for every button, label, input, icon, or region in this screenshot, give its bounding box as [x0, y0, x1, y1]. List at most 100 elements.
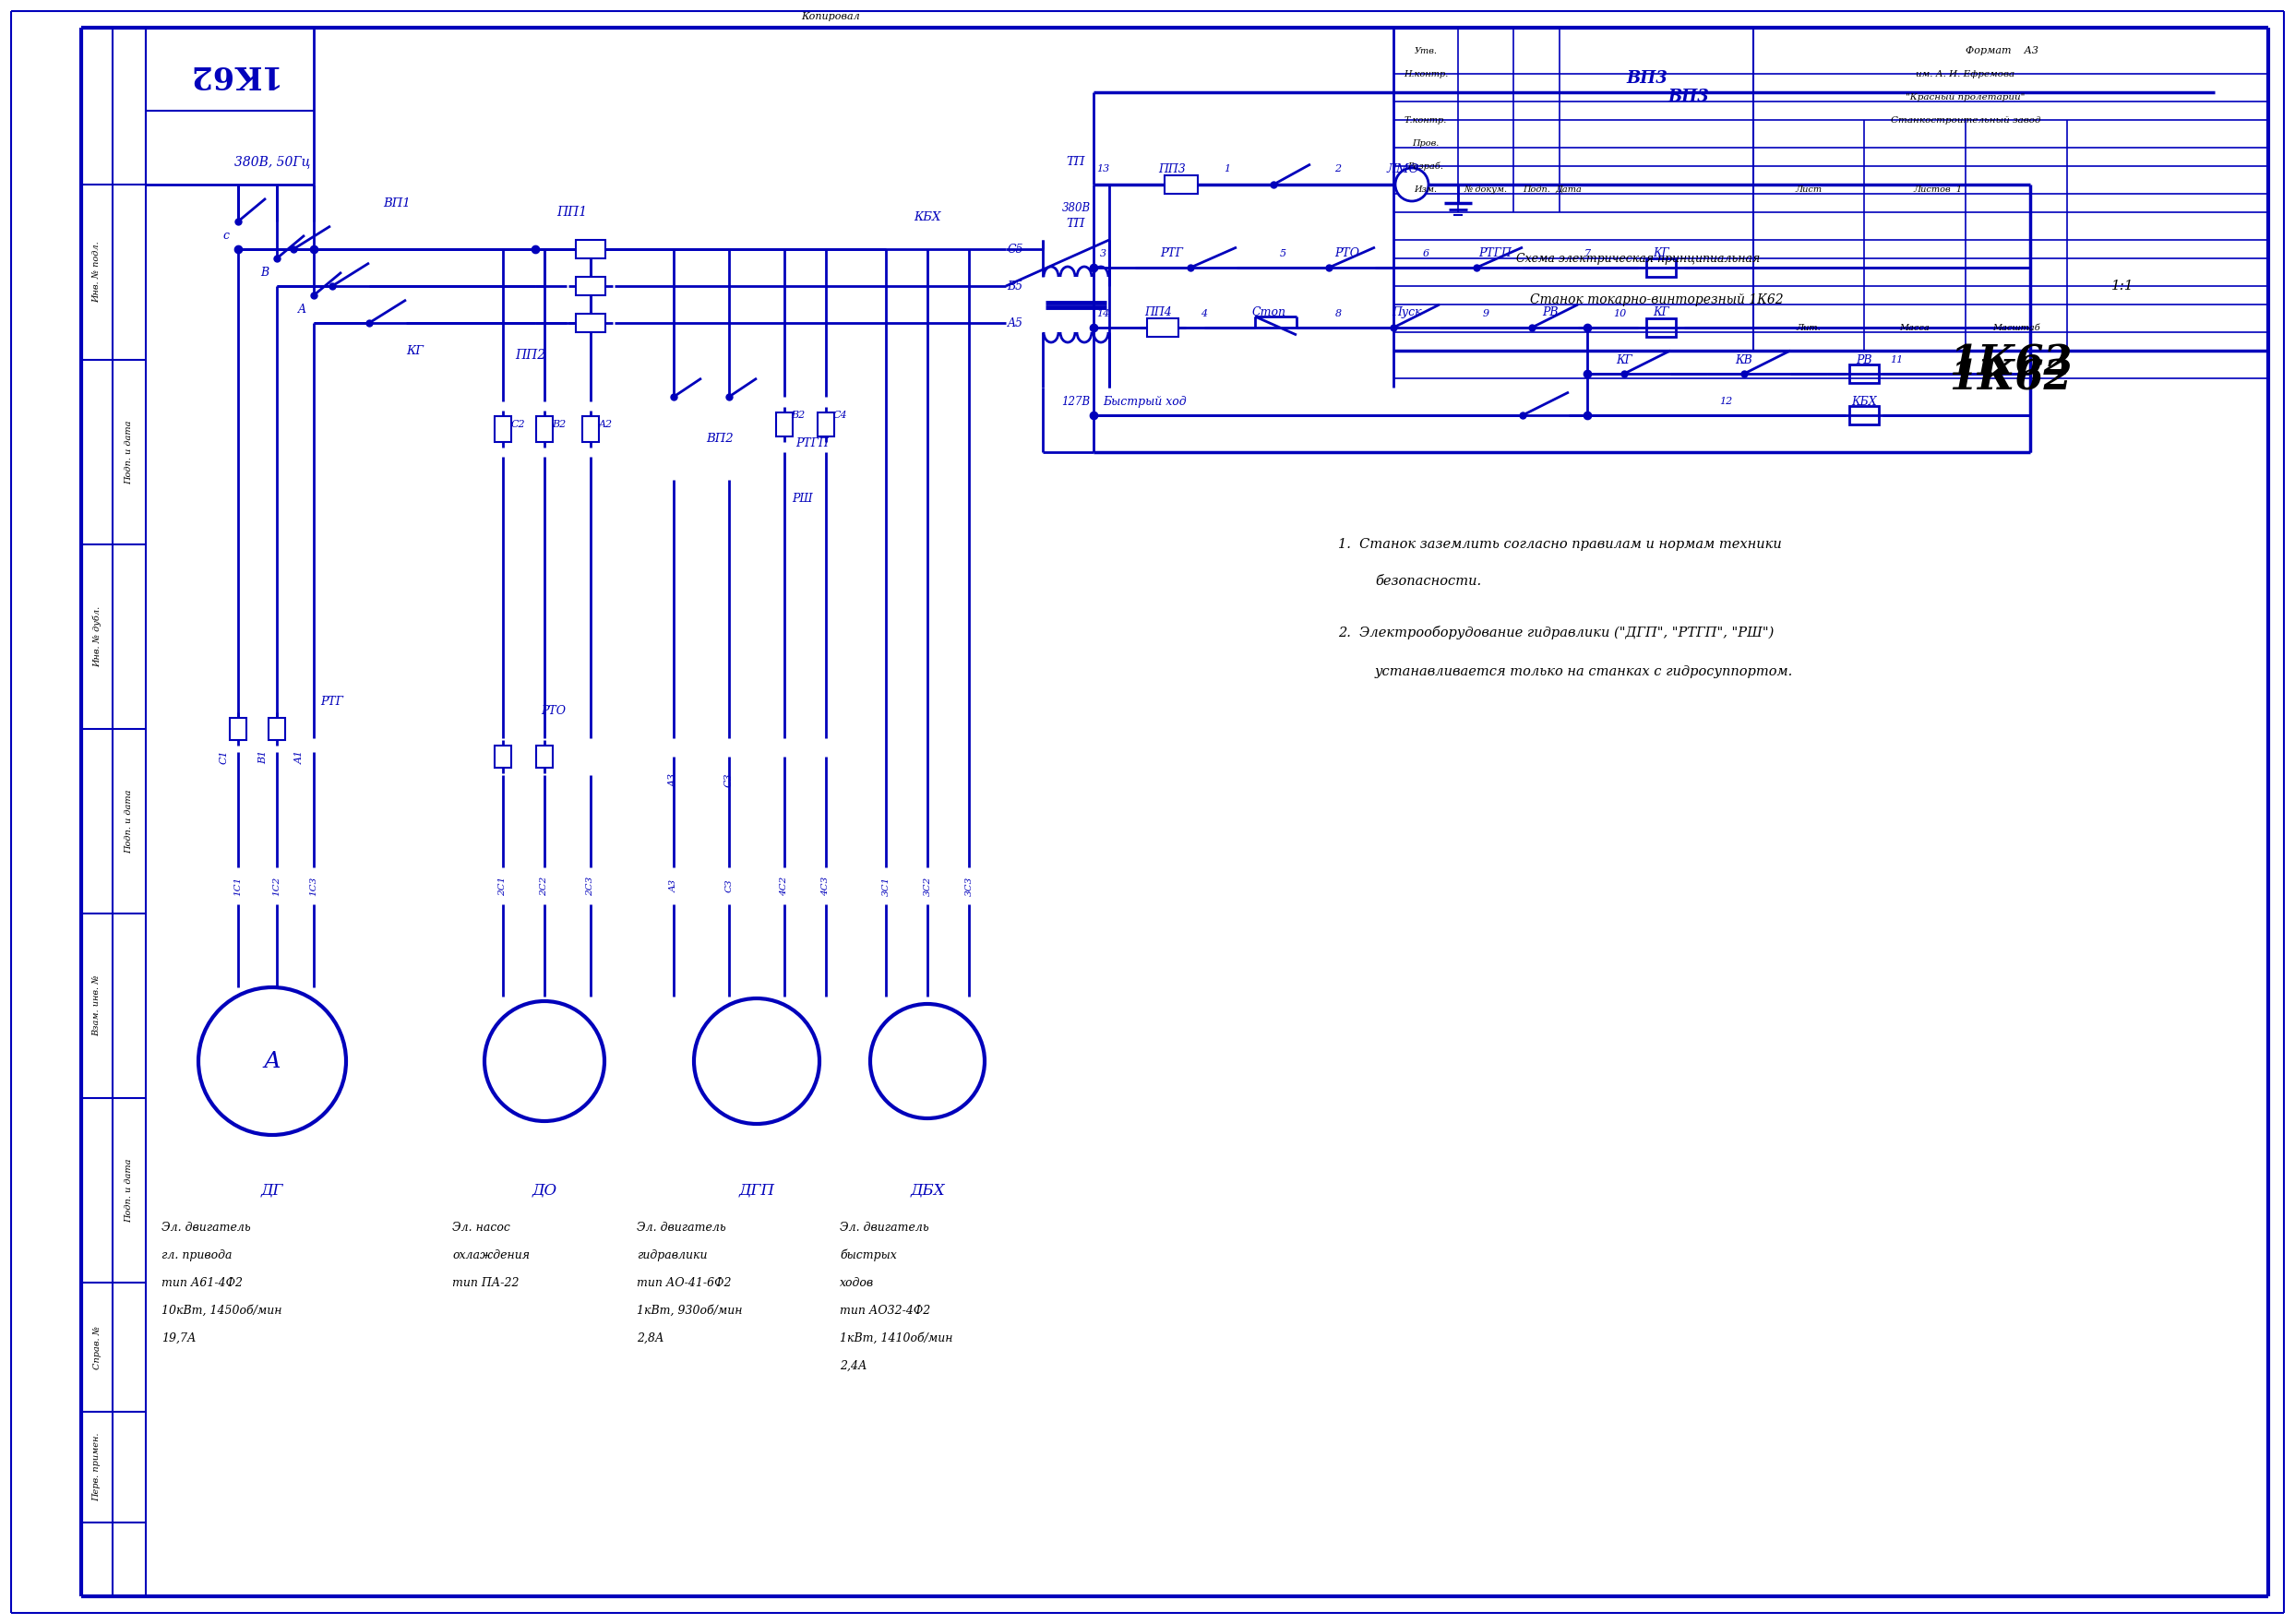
Text: 1К62: 1К62	[1948, 359, 2072, 398]
Text: А: А	[264, 1051, 280, 1072]
Text: 1C3: 1C3	[310, 875, 319, 895]
Text: 13: 13	[1097, 164, 1108, 174]
Text: ВП3: ВП3	[1627, 70, 1668, 86]
Text: C3: C3	[725, 879, 732, 893]
Text: Быстрый ход: Быстрый ход	[1102, 395, 1187, 408]
Text: Эл. двигатель: Эл. двигатель	[636, 1221, 725, 1233]
Bar	[1850, 406, 1880, 424]
Text: ПП4: ПП4	[1145, 305, 1173, 318]
Text: ДГ: ДГ	[262, 1182, 285, 1199]
Text: Подп.: Подп.	[1522, 185, 1549, 193]
Text: 2.  Электрооборудование гидравлики ("ДГП", "РТГП", "РШ"): 2. Электрооборудование гидравлики ("ДГП"…	[1338, 625, 1774, 638]
Text: Масса: Масса	[1900, 323, 1930, 331]
Text: Подп. и дата: Подп. и дата	[124, 789, 133, 853]
Text: ВП2: ВП2	[707, 432, 734, 445]
Text: 7: 7	[1584, 248, 1590, 258]
Text: Листов  1: Листов 1	[1914, 185, 1962, 193]
Text: 4C3: 4C3	[822, 875, 831, 895]
Text: Лит.: Лит.	[1797, 323, 1820, 331]
Text: РТГП: РТГП	[1478, 247, 1512, 258]
Text: КГ: КГ	[1616, 354, 1632, 365]
Text: ТП: ТП	[1067, 156, 1086, 167]
Bar	[817, 412, 833, 437]
Text: ДГП: ДГП	[739, 1182, 776, 1199]
Text: c: c	[223, 229, 230, 242]
Bar	[576, 276, 606, 296]
Text: 1:1: 1:1	[2111, 279, 2134, 292]
Text: КГ: КГ	[1652, 247, 1668, 258]
Text: 19,7А: 19,7А	[161, 1332, 195, 1345]
Text: 3C2: 3C2	[923, 875, 932, 895]
Text: Станкостроительный завод: Станкостроительный завод	[1891, 115, 2040, 123]
Text: Схема электрическая принципиальная: Схема электрическая принципиальная	[1517, 252, 1760, 265]
Text: 10: 10	[1613, 309, 1627, 318]
Text: РВ: РВ	[1857, 354, 1873, 365]
Text: тип А61-4Ф2: тип А61-4Ф2	[161, 1276, 243, 1288]
Text: Дата: Дата	[1556, 185, 1581, 193]
Text: 1: 1	[1223, 164, 1230, 174]
Text: КБХ: КБХ	[1852, 395, 1877, 408]
Text: 4C2: 4C2	[780, 875, 789, 895]
Text: Масштаб: Масштаб	[1992, 323, 2040, 331]
Text: 380В, 50Гц: 380В, 50Гц	[234, 154, 310, 167]
Text: Станок токарно-винторезный 1К62: Станок токарно-винторезный 1К62	[1531, 294, 1783, 307]
Text: 10кВт, 1450об/мин: 10кВт, 1450об/мин	[161, 1304, 282, 1317]
Text: 5: 5	[1278, 248, 1285, 258]
Text: Лист: Лист	[1795, 185, 1822, 193]
Bar	[583, 416, 599, 442]
Text: РТО: РТО	[1336, 247, 1359, 258]
Text: A3: A3	[670, 773, 679, 786]
Text: быстрых: быстрых	[840, 1249, 897, 1262]
Text: 8: 8	[1336, 309, 1340, 318]
Text: B2: B2	[792, 411, 806, 421]
Text: ВП3: ВП3	[1668, 89, 1710, 106]
Bar	[1164, 175, 1198, 193]
Bar	[576, 240, 606, 258]
Text: B1: B1	[259, 750, 269, 763]
Bar	[269, 718, 285, 741]
Text: РТГП: РТГП	[796, 437, 828, 448]
Text: КБХ: КБХ	[913, 211, 941, 222]
Text: Стоп: Стоп	[1251, 305, 1285, 318]
Text: A1: A1	[296, 750, 305, 763]
Text: им. А. И. Ефремова: им. А. И. Ефремова	[1916, 70, 2015, 78]
Bar	[576, 313, 606, 333]
Text: 4: 4	[1200, 309, 1207, 318]
Text: 14: 14	[1097, 309, 1108, 318]
Text: безопасности.: безопасности.	[1375, 575, 1480, 588]
Text: Пров.: Пров.	[1411, 140, 1439, 148]
Text: C2: C2	[509, 421, 526, 429]
Text: C1: C1	[220, 749, 230, 763]
Text: "Красный пролетарий": "Красный пролетарий"	[1905, 93, 2024, 101]
Text: ЛМО: ЛМО	[1386, 162, 1418, 175]
Text: A3: A3	[670, 879, 677, 892]
Text: C5: C5	[1008, 244, 1024, 255]
Bar	[496, 745, 512, 768]
Bar	[230, 718, 246, 741]
Text: 2,8А: 2,8А	[636, 1332, 663, 1345]
Bar	[1148, 318, 1177, 336]
Circle shape	[1395, 167, 1427, 201]
Text: Т.контр.: Т.контр.	[1405, 115, 1448, 123]
Text: Пуск: Пуск	[1393, 305, 1423, 318]
Text: 2C1: 2C1	[498, 875, 507, 895]
Text: 1кВт, 1410об/мин: 1кВт, 1410об/мин	[840, 1332, 952, 1345]
Text: Разраб.: Разраб.	[1407, 162, 1444, 171]
Text: РТГ: РТГ	[1161, 247, 1184, 258]
Text: ДБХ: ДБХ	[911, 1182, 946, 1199]
Bar	[776, 412, 792, 437]
Text: РВ: РВ	[1542, 305, 1558, 318]
Text: № докум.: № докум.	[1464, 185, 1508, 193]
Text: ходов: ходов	[840, 1276, 874, 1288]
Text: Инв. № дубл.: Инв. № дубл.	[92, 606, 101, 667]
Bar	[537, 745, 553, 768]
Circle shape	[693, 999, 819, 1124]
Text: РТГ: РТГ	[321, 695, 344, 708]
Text: Утв.: Утв.	[1414, 47, 1437, 55]
Text: C4: C4	[833, 411, 847, 421]
Bar	[1646, 318, 1675, 336]
Text: 3: 3	[1099, 248, 1106, 258]
Text: Формат    А3: Формат А3	[1967, 45, 2038, 55]
Text: ДО: ДО	[532, 1182, 558, 1199]
Text: гидравлики: гидравлики	[636, 1249, 707, 1260]
